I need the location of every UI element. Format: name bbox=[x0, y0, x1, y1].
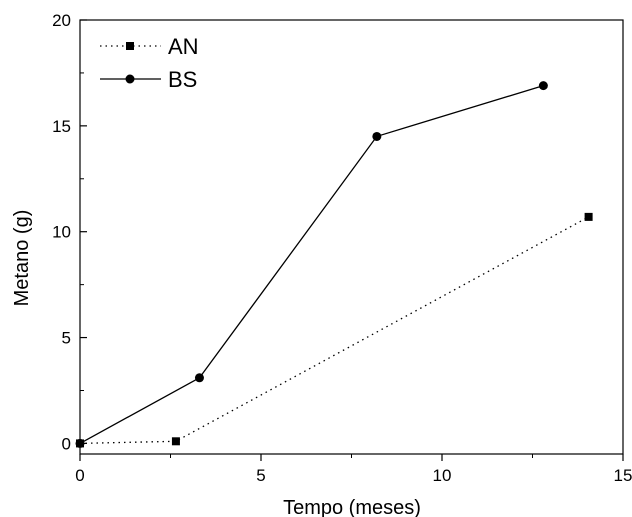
legend-label-an: AN bbox=[168, 34, 199, 59]
legend-label-bs: BS bbox=[168, 67, 197, 92]
y-axis: 0 5 10 15 20 bbox=[52, 11, 87, 453]
legend-marker-an bbox=[126, 42, 134, 50]
x-tick-label: 10 bbox=[433, 466, 452, 485]
x-axis: 0 5 10 15 bbox=[75, 454, 632, 485]
x-tick-label: 0 bbox=[75, 466, 84, 485]
y-tick-label: 5 bbox=[62, 329, 71, 348]
data-point-an bbox=[171, 437, 180, 446]
series-layer bbox=[75, 81, 593, 448]
y-tick-label: 20 bbox=[52, 11, 71, 30]
legend: AN BS bbox=[100, 34, 199, 92]
legend-marker-bs bbox=[125, 74, 135, 84]
data-point-bs bbox=[372, 131, 382, 141]
series-line-an bbox=[79, 216, 589, 445]
y-axis-title: Metano (g) bbox=[11, 210, 33, 307]
x-tick-label: 15 bbox=[614, 466, 632, 485]
x-tick-label: 5 bbox=[256, 466, 265, 485]
y-tick-label: 15 bbox=[52, 117, 71, 136]
data-point-an bbox=[584, 212, 593, 221]
x-axis-title: Tempo (meses) bbox=[283, 497, 421, 517]
data-point-bs bbox=[194, 373, 204, 383]
data-point-bs bbox=[75, 438, 85, 448]
y-tick-label: 0 bbox=[62, 434, 71, 453]
data-point-bs bbox=[538, 81, 548, 91]
y-tick-label: 10 bbox=[52, 223, 71, 242]
series-line-bs bbox=[79, 84, 544, 444]
